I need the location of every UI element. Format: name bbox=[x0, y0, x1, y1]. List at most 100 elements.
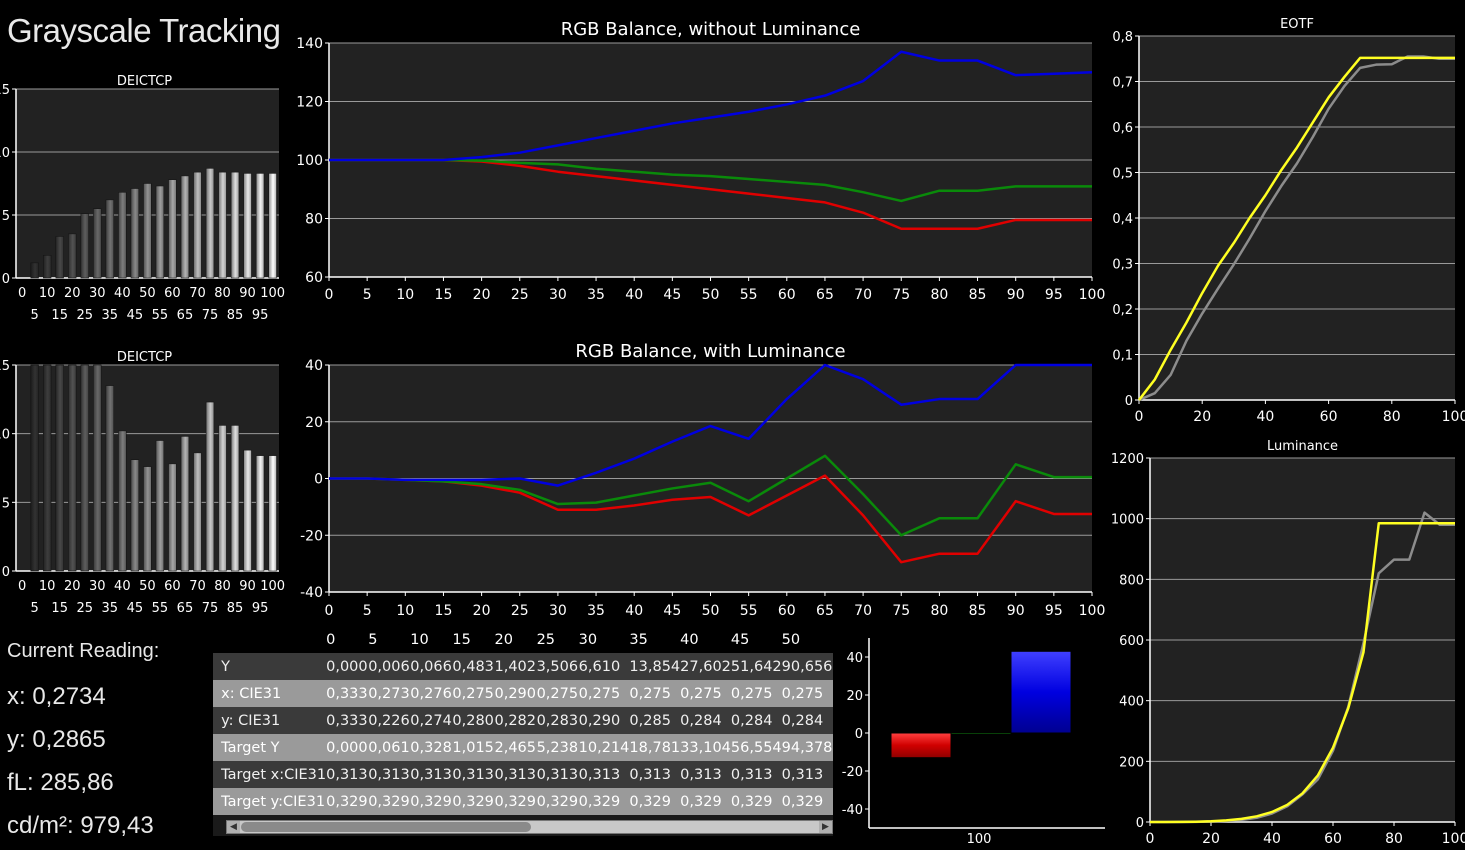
table-cell: 0,313 bbox=[730, 761, 782, 788]
y-tick-label: 0 bbox=[855, 727, 863, 742]
x-tick-label: 30 bbox=[549, 287, 567, 303]
row-label: Target Y bbox=[218, 734, 327, 761]
table-row[interactable]: y: CIE31 0,333 0,226 0,274 0,280 0,282 0,283 0,… bbox=[213, 707, 833, 734]
rgb-balance-no-lum-chart: RGB Balance, without Luminance6080100120… bbox=[296, 19, 1105, 303]
scroll-right-arrow-icon[interactable]: ▶ bbox=[819, 821, 832, 833]
y-tick-label: 0 bbox=[314, 472, 323, 488]
deictcp-bar bbox=[230, 425, 240, 572]
table-cell: 0,313 bbox=[410, 761, 453, 788]
table-row[interactable]: Target Y 0,000 0,061 0,328 1,015 2,465 5,238 10… bbox=[213, 734, 833, 761]
measurement-table[interactable]: 0 5 10 15 20 25 30 35 40 45 50 Y 0,000 0,006 0,066 0,4… bbox=[213, 626, 833, 836]
current-reading-panel: Current Reading: x: 0,2734 y: 0,2865 fL:… bbox=[7, 640, 159, 847]
y-tick-label: 0 bbox=[2, 565, 10, 580]
table-column-header: 15 bbox=[452, 626, 495, 653]
reading-cdm2: cd/m²: 979,43 bbox=[7, 812, 154, 839]
table-row[interactable]: x: CIE31 0,333 0,273 0,276 0,275 0,290 0,275 0,… bbox=[213, 680, 833, 707]
table-cell: 33,104 bbox=[680, 734, 731, 761]
table-cell: 5,238 bbox=[536, 734, 579, 761]
table-cell: 1,015 bbox=[452, 734, 495, 761]
deictcp-bottom-plot: DEICTCP051015010203040506070809010051525… bbox=[0, 350, 285, 616]
deictcp-bar bbox=[30, 364, 39, 572]
table-cell: 1,402 bbox=[494, 653, 537, 680]
y-tick-label: -20 bbox=[842, 765, 863, 780]
x-tick-label: 100 bbox=[1442, 831, 1465, 847]
table-cell: 0,226 bbox=[368, 707, 411, 734]
y-tick-label: 140 bbox=[296, 36, 323, 52]
x-tick-label: 95 bbox=[1045, 603, 1063, 619]
x-tick-label: 100 bbox=[260, 286, 285, 301]
row-selector bbox=[213, 788, 219, 815]
deictcp-bar bbox=[80, 364, 89, 572]
row-selector bbox=[213, 761, 219, 788]
table-cell: 0,328 bbox=[410, 734, 453, 761]
y-tick-label: 40 bbox=[846, 651, 863, 666]
x-tick-label: 55 bbox=[740, 287, 758, 303]
y-tick-label: 0,4 bbox=[1112, 212, 1133, 227]
table-cell: 0,006 bbox=[368, 653, 411, 680]
x-tick-label: 25 bbox=[76, 308, 93, 323]
table-scrollbar[interactable]: ◀ ▶ bbox=[226, 820, 833, 834]
deictcp-top-plot: DEICTCP051015010203040506070809010051525… bbox=[0, 74, 285, 323]
y-tick-label: 5 bbox=[2, 209, 10, 224]
table-label-header bbox=[218, 626, 327, 653]
table-row[interactable]: Target y:CIE31 0,329 0,329 0,329 0,329 0,329 0… bbox=[213, 788, 833, 815]
deictcp-bar bbox=[243, 173, 252, 279]
x-tick-label: 20 bbox=[64, 286, 81, 301]
row-selector bbox=[213, 707, 219, 734]
table-cell: 0,290 bbox=[578, 707, 630, 734]
chart-title: RGB Balance, without Luminance bbox=[561, 19, 861, 40]
y-tick-label: 0 bbox=[1136, 816, 1144, 831]
y-tick-label: 400 bbox=[1119, 695, 1144, 710]
x-tick-label: 5 bbox=[363, 603, 372, 619]
table-row[interactable]: Target x:CIE31 0,313 0,313 0,313 0,313 0,313 0… bbox=[213, 761, 833, 788]
x-tick-label: 40 bbox=[625, 287, 643, 303]
table-cell: 0,329 bbox=[629, 788, 681, 815]
x-tick-label: 40 bbox=[114, 286, 131, 301]
y-tick-label: 120 bbox=[296, 95, 323, 111]
x-tick-label: 75 bbox=[202, 601, 219, 616]
x-tick-label: 85 bbox=[227, 601, 244, 616]
y-tick-label: 0,6 bbox=[1112, 121, 1133, 136]
table-cell: 0,329 bbox=[410, 788, 453, 815]
x-tick-label: 100 bbox=[1079, 603, 1106, 619]
x-tick-label: 0 bbox=[325, 603, 334, 619]
scroll-thumb[interactable] bbox=[241, 822, 531, 832]
table-column-header: 40 bbox=[680, 626, 731, 653]
table-cell: 0,284 bbox=[730, 707, 782, 734]
deictcp-bar bbox=[55, 364, 64, 572]
scroll-left-arrow-icon[interactable]: ◀ bbox=[227, 821, 240, 833]
current-bar-green bbox=[950, 732, 1012, 735]
table-body: Y 0,000 0,006 0,066 0,483 1,402 3,506 6,610 13,8… bbox=[213, 653, 833, 815]
x-tick-label: 35 bbox=[587, 603, 605, 619]
table-row[interactable]: Y 0,000 0,006 0,066 0,483 1,402 3,506 6,610 13,8… bbox=[213, 653, 833, 680]
deictcp-bar bbox=[143, 183, 152, 279]
x-tick-label: 70 bbox=[854, 287, 872, 303]
y-tick-label: 0,3 bbox=[1112, 258, 1133, 273]
table-cell: 6,610 bbox=[578, 653, 630, 680]
deictcp-bar bbox=[68, 364, 77, 572]
table-cell: 0,329 bbox=[680, 788, 731, 815]
chart-title: RGB Balance, with Luminance bbox=[575, 341, 845, 362]
deictcp-bar bbox=[143, 466, 152, 572]
x-tick-label: 40 bbox=[114, 579, 131, 594]
table-cell: 0,329 bbox=[494, 788, 537, 815]
x-tick-label: 50 bbox=[139, 579, 156, 594]
deictcp-bar bbox=[268, 455, 277, 572]
x-tick-label: 5 bbox=[31, 308, 39, 323]
table-cell: 0,333 bbox=[326, 707, 369, 734]
x-tick-label: 60 bbox=[164, 579, 181, 594]
x-tick-label: 40 bbox=[1256, 409, 1274, 425]
rgb-balance-no-lum-plot: RGB Balance, without Luminance6080100120… bbox=[296, 19, 1105, 303]
table-cell: 0,274 bbox=[410, 707, 453, 734]
x-tick-label: 65 bbox=[816, 603, 834, 619]
x-tick-label: 5 bbox=[363, 287, 372, 303]
x-tick-label: 0 bbox=[1135, 409, 1144, 425]
x-tick-label: 10 bbox=[39, 579, 56, 594]
table-cell: 3,506 bbox=[536, 653, 579, 680]
x-tick-label: 95 bbox=[252, 601, 269, 616]
table-cell: 0,066 bbox=[410, 653, 453, 680]
x-tick-label: 45 bbox=[127, 601, 144, 616]
eotf-chart: EOTF 0 0,1 0,2 0,3 0,4 0,5 0,6 0,7 0,8 0 20 40 60 80 10… bbox=[1112, 17, 1465, 425]
table-cell: 0,313 bbox=[536, 761, 579, 788]
y-tick-label: 100 bbox=[296, 153, 323, 169]
